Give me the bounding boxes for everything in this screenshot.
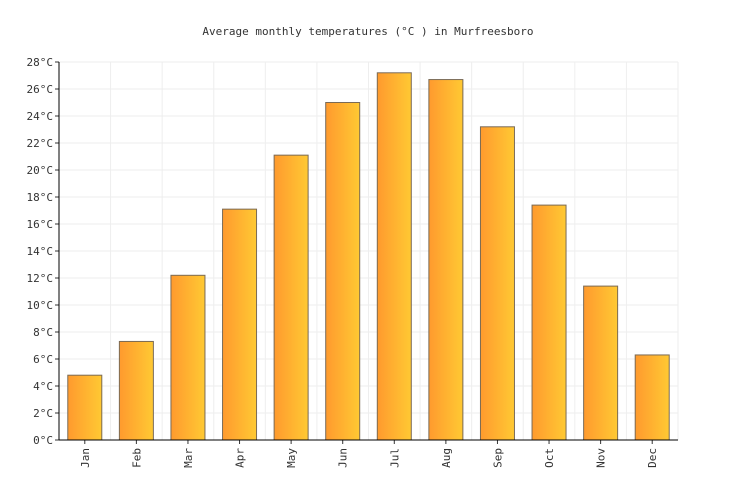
bar-jul (376, 72, 412, 441)
x-tick-label: Apr (234, 448, 247, 468)
x-tick-label: Jun (337, 448, 350, 468)
y-tick-label: 16°C (27, 218, 54, 231)
bar-mar (170, 274, 206, 441)
y-tick-label: 0°C (33, 434, 53, 447)
x-tick-label: Feb (130, 448, 143, 468)
x-tick-label: Mar (182, 448, 195, 468)
x-tick-label: Jan (79, 448, 92, 468)
bar-oct (531, 204, 567, 441)
bar-jan (67, 374, 103, 441)
x-tick-label: Dec (646, 448, 659, 468)
bar-may (273, 154, 309, 441)
y-tick-label: 2°C (33, 407, 53, 420)
chart-title: Average monthly temperatures (°C ) in Mu… (202, 25, 533, 38)
x-tick-label: Nov (595, 448, 608, 468)
y-tick-label: 28°C (27, 56, 54, 69)
x-tick-label: Sep (491, 448, 504, 468)
bar-apr (222, 208, 258, 441)
y-tick-label: 26°C (27, 83, 54, 96)
y-tick-label: 6°C (33, 353, 53, 366)
bar-nov (583, 285, 619, 441)
bar-jun (325, 102, 361, 441)
x-tick-label: Oct (543, 448, 556, 468)
bar-aug (428, 79, 464, 441)
x-axis-ticks: Jan Feb Mar Apr May Jun Jul Aug Sep Oct Nov Dec (79, 440, 659, 468)
x-tick-label: May (285, 448, 298, 468)
y-tick-label: 22°C (27, 137, 54, 150)
x-tick-label: Jul (388, 448, 401, 468)
y-tick-label: 8°C (33, 326, 53, 339)
y-tick-label: 24°C (27, 110, 54, 123)
bar-sep (479, 126, 515, 441)
y-axis-ticks: 0°C 2°C 4°C 6°C 8°C 10°C 12°C 14°C 16°C 18°C 20°C 2… (27, 56, 59, 447)
y-tick-label: 14°C (27, 245, 54, 258)
y-tick-label: 18°C (27, 191, 54, 204)
y-tick-label: 10°C (27, 299, 54, 312)
bars (67, 72, 670, 441)
y-tick-label: 12°C (27, 272, 54, 285)
x-tick-label: Aug (440, 448, 453, 468)
bar-dec (634, 354, 670, 441)
grid-lines (58, 61, 679, 441)
bar-feb (118, 340, 154, 441)
y-tick-label: 4°C (33, 380, 53, 393)
y-tick-label: 20°C (27, 164, 54, 177)
axes (58, 62, 678, 441)
